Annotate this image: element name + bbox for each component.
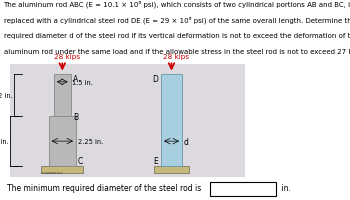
Text: in.: in. xyxy=(279,183,291,192)
Text: required diameter d of the steel rod if its vertical deformation is not to excee: required diameter d of the steel rod if … xyxy=(4,32,350,38)
Text: E: E xyxy=(154,157,159,166)
Text: D: D xyxy=(153,74,159,83)
Text: 2.25 in.: 2.25 in. xyxy=(78,138,103,144)
Text: aluminum rod under the same load and if the allowable stress in the steel rod is: aluminum rod under the same load and if … xyxy=(4,49,350,55)
Text: B: B xyxy=(73,112,78,121)
Bar xyxy=(49,117,76,166)
Text: 28 kips: 28 kips xyxy=(54,53,80,59)
Text: 1.5 in.: 1.5 in. xyxy=(72,79,93,85)
Text: The aluminum rod ABC (E = 10.1 × 10⁶ psi), which consists of two cylindrical por: The aluminum rod ABC (E = 10.1 × 10⁶ psi… xyxy=(4,0,350,7)
Text: 18 in.: 18 in. xyxy=(0,138,9,144)
Text: A: A xyxy=(73,74,78,83)
Text: 12 in.: 12 in. xyxy=(0,92,13,98)
Bar xyxy=(54,74,71,117)
Bar xyxy=(161,74,182,166)
Text: d: d xyxy=(184,137,189,146)
Text: 28 kips: 28 kips xyxy=(163,53,189,59)
Text: C: C xyxy=(78,157,83,166)
Text: The minimum required diameter of the steel rod is: The minimum required diameter of the ste… xyxy=(7,183,201,192)
Text: replaced with a cylindrical steel rod DE (E = 29 × 10⁶ psi) of the same overall : replaced with a cylindrical steel rod DE… xyxy=(4,16,350,24)
Bar xyxy=(41,166,83,173)
FancyBboxPatch shape xyxy=(210,182,275,196)
Bar xyxy=(154,166,189,173)
